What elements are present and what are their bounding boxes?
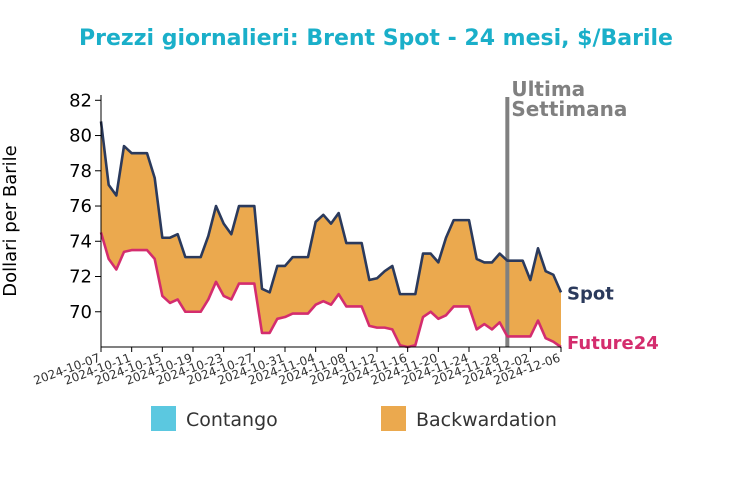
series-layer xyxy=(99,121,563,349)
y-tick-label: 70 xyxy=(69,302,92,323)
y-tick-label: 78 xyxy=(69,161,92,182)
legend-swatch-contango xyxy=(151,406,176,431)
last-week-annotation-line1: Ultima xyxy=(511,77,585,101)
legend: Contango Backwardation xyxy=(151,406,557,431)
y-tick-label: 80 xyxy=(69,126,92,147)
backwardation-area xyxy=(101,121,561,348)
future24-line xyxy=(99,232,562,349)
future-end-label: Future24 xyxy=(567,333,659,354)
fill-layer xyxy=(101,121,561,348)
chart-title: Prezzi giornalieri: Brent Spot - 24 mesi… xyxy=(79,26,673,51)
y-axis: 70 72 74 76 78 80 82 xyxy=(69,90,102,347)
y-axis-label: Dollari per Barile xyxy=(0,145,21,297)
y-tick-label: 72 xyxy=(69,267,92,288)
y-tick-label: 82 xyxy=(69,90,92,111)
legend-swatch-backwardation xyxy=(381,406,406,431)
spot-line xyxy=(99,121,563,296)
spot-end-label: Spot xyxy=(567,283,614,304)
y-tick-label: 76 xyxy=(69,196,92,217)
annotation-layer: Ultima Settimana xyxy=(505,77,627,347)
y-tick-label: 74 xyxy=(69,231,92,252)
x-axis: 2024-10-072024-10-112024-10-152024-10-19… xyxy=(32,346,562,388)
legend-label-contango: Contango xyxy=(186,409,278,431)
legend-label-backwardation: Backwardation xyxy=(416,409,557,431)
last-week-annotation-line2: Settimana xyxy=(511,97,627,121)
